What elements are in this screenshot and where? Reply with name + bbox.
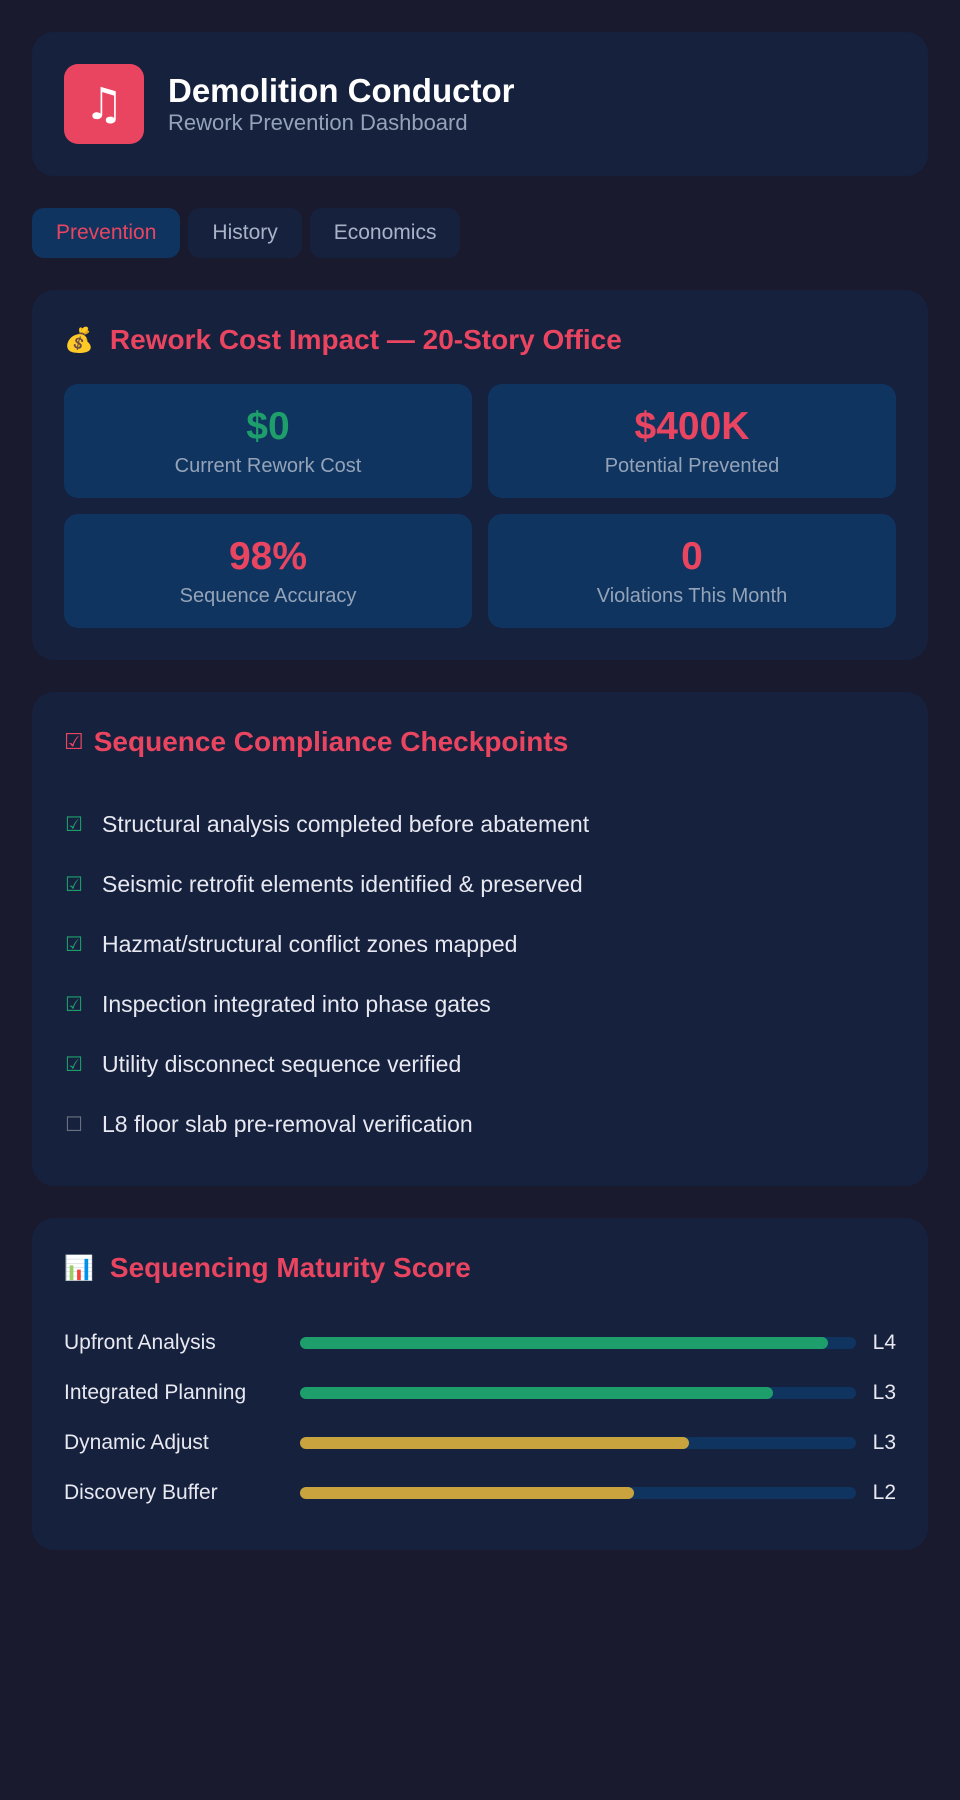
metric-value: $0 (246, 404, 290, 448)
maturity-level: L4 (872, 1331, 896, 1354)
maturity-row: Dynamic Adjust L3 (64, 1418, 896, 1468)
progress-fill (300, 1387, 773, 1399)
checklist-item[interactable]: ☑ Hazmat/structural conflict zones mappe… (64, 914, 896, 974)
maturity-title: 📊 Sequencing Maturity Score (64, 1250, 896, 1286)
checklist-item[interactable]: ☑ Inspection integrated into phase gates (64, 974, 896, 1034)
checklist-item-label: L8 floor slab pre-removal verification (102, 1110, 473, 1137)
compliance-checklist: ☑ Structural analysis completed before a… (64, 794, 896, 1154)
progress-fill (300, 1437, 690, 1449)
compliance-card: ☑ Sequence Compliance Checkpoints ☑ Stru… (32, 692, 928, 1186)
tab-prevention[interactable]: Prevention (32, 208, 181, 258)
maturity-level: L2 (872, 1481, 896, 1504)
metric-label: Violations This Month (596, 584, 788, 607)
progress-track (300, 1337, 856, 1349)
metric-value: 0 (681, 534, 703, 578)
music-note-icon: ♫ (64, 64, 144, 144)
tab-bar: Prevention History Economics (32, 208, 928, 258)
metric-current-rework-cost: $0 Current Rework Cost (64, 384, 472, 498)
app-header: ♫ Demolition Conductor Rework Prevention… (32, 32, 928, 176)
maturity-row: Integrated Planning L3 (64, 1368, 896, 1418)
metric-grid: $0 Current Rework Cost $400K Potential P… (64, 384, 896, 628)
metric-sequence-accuracy: 98% Sequence Accuracy (64, 514, 472, 628)
app-subtitle: Rework Prevention Dashboard (168, 110, 468, 135)
progress-fill (300, 1487, 634, 1499)
maturity-label: Integrated Planning (64, 1381, 247, 1404)
rework-cost-title: 💰 Rework Cost Impact — 20-Story Office (64, 322, 896, 358)
maturity-card: 📊 Sequencing Maturity Score Upfront Anal… (32, 1218, 928, 1550)
checkbox-icon: ☑ (64, 729, 84, 755)
checklist-item[interactable]: ☑ Seismic retrofit elements identified &… (64, 854, 896, 914)
money-bag-icon: 💰 (64, 326, 94, 354)
checklist-item-label: Structural analysis completed before aba… (102, 810, 590, 837)
checklist-item[interactable]: ☑ Structural analysis completed before a… (64, 794, 896, 854)
maturity-level: L3 (872, 1431, 896, 1454)
checklist-item-label: Seismic retrofit elements identified & p… (102, 870, 583, 897)
maturity-row: Discovery Buffer L2 (64, 1468, 896, 1518)
progress-track (300, 1387, 856, 1399)
rework-cost-card: 💰 Rework Cost Impact — 20-Story Office $… (32, 290, 928, 660)
metric-violations-this-month: 0 Violations This Month (488, 514, 896, 628)
checkbox-empty-icon[interactable]: ☐ (65, 1112, 83, 1136)
maturity-label: Dynamic Adjust (64, 1431, 209, 1454)
maturity-title-text: Sequencing Maturity Score (109, 1252, 471, 1283)
maturity-label: Discovery Buffer (64, 1481, 218, 1504)
maturity-label: Upfront Analysis (64, 1331, 216, 1354)
maturity-row: Upfront Analysis L4 (64, 1318, 896, 1368)
app-title: Demolition Conductor (168, 72, 515, 109)
metric-potential-prevented: $400K Potential Prevented (488, 384, 896, 498)
checklist-item-label: Utility disconnect sequence verified (102, 1050, 462, 1077)
tab-economics[interactable]: Economics (309, 208, 461, 258)
checklist-item-label: Hazmat/structural conflict zones mapped (102, 930, 518, 957)
checklist-item[interactable]: ☑ Utility disconnect sequence verified (64, 1034, 896, 1094)
checklist-item-label: Inspection integrated into phase gates (102, 990, 491, 1017)
metric-label: Current Rework Cost (174, 454, 362, 477)
dashboard-page: ♫ Demolition Conductor Rework Prevention… (32, 32, 928, 1550)
compliance-title: ☑ Sequence Compliance Checkpoints (64, 724, 896, 760)
checkbox-icon[interactable]: ☑ (65, 1052, 83, 1076)
checklist-item[interactable]: ☐ L8 floor slab pre-removal verification (64, 1094, 896, 1154)
checkbox-icon[interactable]: ☑ (65, 872, 83, 896)
metric-value: 98% (228, 534, 308, 578)
compliance-title-text: Sequence Compliance Checkpoints (93, 726, 569, 757)
maturity-level: L3 (872, 1381, 896, 1404)
checkbox-icon[interactable]: ☑ (65, 932, 83, 956)
rework-cost-title-text: Rework Cost Impact — 20-Story Office (109, 324, 622, 355)
checkbox-icon[interactable]: ☑ (65, 812, 83, 836)
bar-chart-icon: 📊 (64, 1254, 94, 1282)
metric-value: $400K (634, 404, 750, 448)
progress-fill (300, 1337, 829, 1349)
maturity-bars: Upfront Analysis L4 Integrated Planning … (64, 1318, 896, 1518)
progress-track (300, 1487, 856, 1499)
metric-label: Potential Prevented (604, 454, 780, 477)
title-block: Demolition Conductor Rework Prevention D… (168, 72, 514, 136)
checkbox-icon[interactable]: ☑ (65, 992, 83, 1016)
progress-track (300, 1437, 856, 1449)
metric-label: Sequence Accuracy (179, 584, 357, 607)
tab-history[interactable]: History (188, 208, 302, 258)
